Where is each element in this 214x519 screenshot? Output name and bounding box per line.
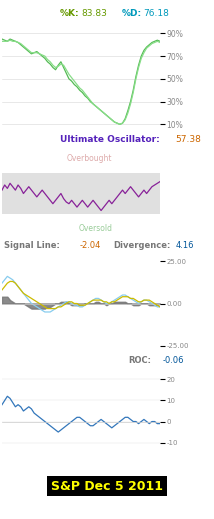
Text: -2.04: -2.04 [79,241,101,250]
Text: 4.16: 4.16 [175,241,194,250]
Text: %D:: %D: [122,9,142,18]
Text: S&P Dec 5 2011: S&P Dec 5 2011 [51,480,163,493]
Text: -0.06: -0.06 [163,356,184,365]
Text: 76.18: 76.18 [143,9,169,18]
Text: ROC:: ROC: [128,356,151,365]
Text: Overbought: Overbought [67,154,113,163]
Text: Ultimate Oscillator:: Ultimate Oscillator: [60,135,160,144]
Text: Signal Line:: Signal Line: [4,241,60,250]
Text: 83.83: 83.83 [81,9,107,18]
Text: 57.38: 57.38 [175,135,201,144]
Text: Oversold: Oversold [79,224,113,233]
Text: %K:: %K: [60,9,80,18]
Bar [2,173,160,214]
Text: Divergence:: Divergence: [113,241,171,250]
